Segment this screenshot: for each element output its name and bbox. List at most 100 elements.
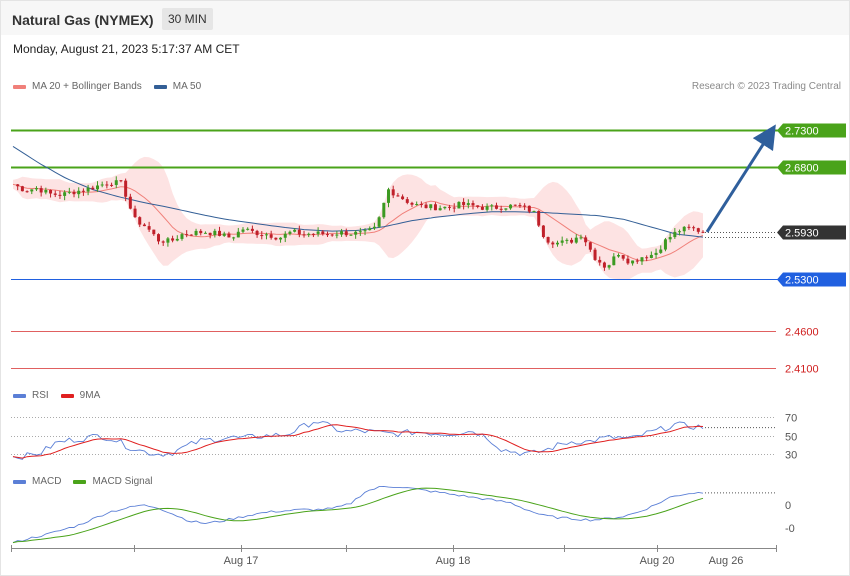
rsi-tick-30: 30: [785, 450, 797, 462]
level-label-1: 2.6800: [777, 160, 846, 175]
candle: [429, 204, 433, 211]
candle-body: [696, 228, 700, 232]
candle: [264, 232, 268, 240]
timeframe-badge[interactable]: 30 MIN: [162, 8, 213, 30]
candle: [574, 234, 578, 244]
candle: [480, 204, 484, 211]
candle: [570, 237, 574, 244]
candle: [297, 225, 301, 238]
candle: [663, 237, 667, 252]
macd-legend: MACD MACD Signal: [13, 476, 152, 487]
candle-body: [354, 231, 358, 235]
candle: [119, 180, 123, 183]
candle-body: [264, 234, 268, 236]
candle: [509, 204, 513, 210]
candle: [377, 216, 381, 228]
candle: [288, 230, 292, 236]
candle: [645, 255, 649, 262]
level-label-0: 2.7300: [777, 123, 846, 138]
candle-body: [358, 231, 362, 233]
candle-body: [555, 242, 559, 245]
level-tag-3: [777, 272, 846, 287]
candle-body: [415, 204, 419, 206]
candle: [387, 187, 391, 208]
candle: [466, 199, 470, 209]
rsi-legend: RSI 9MA: [13, 390, 100, 401]
candle-body: [462, 201, 466, 205]
candle: [105, 181, 109, 189]
candle-body: [316, 231, 320, 234]
candle: [494, 202, 498, 210]
candle: [236, 227, 240, 238]
candle-body: [368, 228, 372, 231]
candle-body: [659, 249, 663, 253]
candle-body: [307, 233, 311, 235]
candle: [86, 184, 90, 196]
candle: [302, 230, 306, 238]
candle: [462, 198, 466, 210]
rsi-line: [12, 421, 704, 460]
candle-body: [494, 205, 498, 209]
candle-body: [166, 238, 170, 243]
rsi-tick-70: 70: [785, 413, 797, 425]
macd-tick-1: -0: [785, 523, 795, 535]
candle-body: [424, 204, 428, 209]
level-value-5: 2.4100: [785, 364, 819, 376]
level-tag-2: [777, 225, 846, 240]
level-label-5: 2.4100: [785, 364, 819, 376]
candle: [39, 185, 43, 197]
candle: [504, 208, 508, 211]
candle-body: [199, 230, 203, 234]
candle-body: [25, 191, 29, 193]
candle-body: [34, 188, 38, 190]
candle-body: [584, 237, 588, 243]
candle: [152, 229, 156, 236]
candle: [560, 236, 564, 246]
candle: [485, 203, 489, 212]
candle-body: [20, 186, 24, 192]
candle: [372, 222, 376, 230]
candle: [63, 190, 67, 201]
candle: [335, 230, 339, 239]
candle: [523, 203, 527, 210]
candle: [283, 231, 287, 243]
candle-body: [72, 191, 76, 195]
candle-body: [95, 185, 99, 190]
candle: [67, 187, 71, 195]
candle-body: [485, 206, 489, 210]
bollinger-band: [13, 156, 703, 280]
candle-body: [246, 228, 250, 230]
candle: [325, 231, 329, 238]
candle: [687, 224, 691, 230]
candle-body: [218, 230, 222, 236]
macd-signal-swatch: [73, 479, 87, 484]
candle: [293, 228, 297, 233]
candle: [175, 235, 179, 242]
candle-body: [382, 202, 386, 218]
candle: [222, 231, 226, 237]
candle: [25, 190, 29, 193]
candle-body: [701, 231, 705, 233]
candle: [499, 205, 503, 213]
candle: [128, 193, 132, 210]
candle: [203, 231, 207, 234]
candle: [161, 240, 165, 246]
level-tag-1: [777, 160, 846, 175]
candle: [358, 227, 362, 236]
candle-body: [476, 205, 480, 207]
candle-body: [260, 235, 264, 237]
instrument-title: Natural Gas (NYMEX): [12, 12, 154, 28]
candle-body: [53, 193, 57, 195]
candle-body: [133, 208, 137, 218]
candle-body: [635, 260, 639, 262]
candle-body: [678, 231, 682, 233]
candle: [584, 235, 588, 247]
candle: [668, 233, 672, 243]
candle: [415, 201, 419, 206]
candle-body: [63, 192, 67, 196]
macd-swatch: [13, 479, 26, 484]
candle: [513, 204, 517, 207]
candle-body: [443, 206, 447, 209]
candle-body: [448, 206, 452, 208]
